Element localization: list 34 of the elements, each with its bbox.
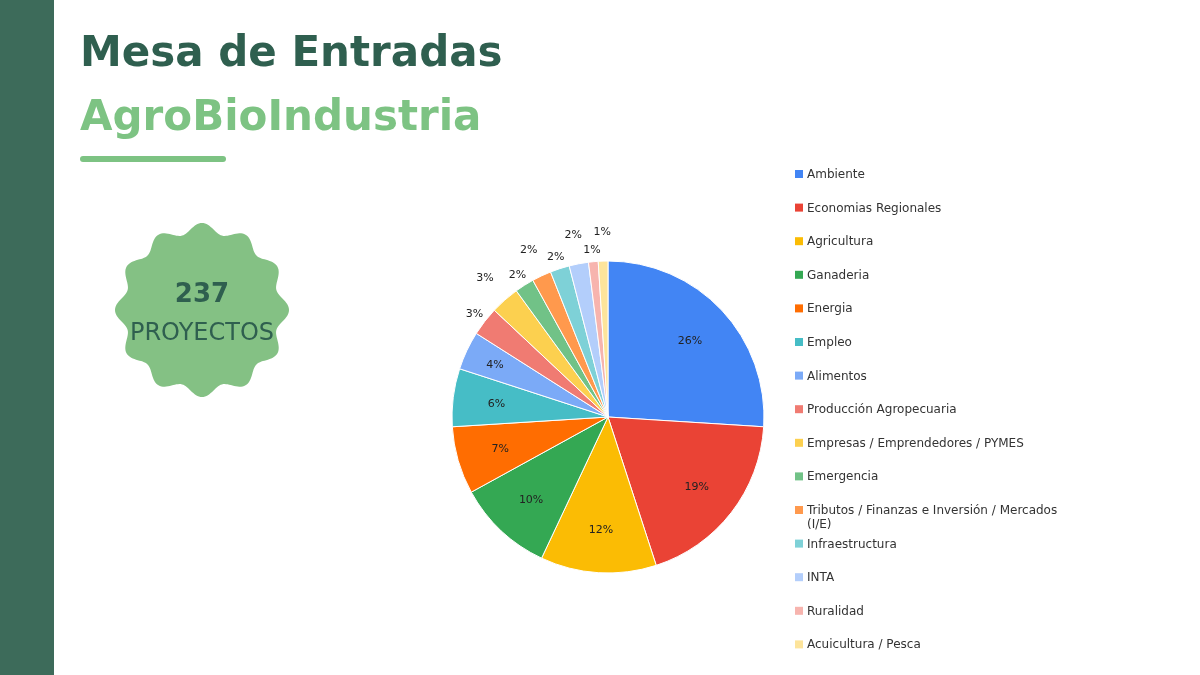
legend-label: INTA xyxy=(807,570,835,585)
legend-label: Ganaderia xyxy=(807,267,870,282)
legend-label: Emergencia xyxy=(807,469,879,484)
legend-label: Energia xyxy=(807,301,853,316)
legend-label: Alimentos xyxy=(807,368,867,383)
legend-label: Empresas / Emprendedores / PYMES xyxy=(807,435,1024,450)
data-label: 19% xyxy=(684,479,709,493)
data-label: 2% xyxy=(564,228,582,242)
data-label: 6% xyxy=(487,396,506,410)
data-label: 2% xyxy=(508,268,527,282)
data-label: 3% xyxy=(465,307,484,321)
legend-label: Agricultura xyxy=(807,234,874,249)
data-label: 3% xyxy=(476,271,494,285)
data-label: 7% xyxy=(491,442,509,456)
legend-label: Tributos / Finanzas e Inversión / Mercados (I/E) xyxy=(806,503,1058,531)
data-label: 1% xyxy=(583,242,601,256)
data-label: 26% xyxy=(677,334,703,348)
legend-label: Ambiente xyxy=(807,167,865,181)
data-label: 2% xyxy=(547,250,565,264)
text: 237 xyxy=(174,278,230,308)
data-label: 12% xyxy=(588,523,614,537)
legend-label: Infraestructura xyxy=(807,536,897,551)
text: PROYECTOS xyxy=(129,318,275,346)
legend-label: Acuicultura / Pesca xyxy=(807,637,921,652)
data-label: 4% xyxy=(486,357,504,371)
chart-subtitle: AgroBioIndustria xyxy=(80,91,482,140)
data-label: 10% xyxy=(518,492,544,506)
legend-label: Economias Regionales xyxy=(807,200,942,215)
chart-title: Mesa de Entradas xyxy=(80,27,503,76)
legend-label: Producción Agropecuaria xyxy=(807,402,957,417)
legend-label: Empleo xyxy=(807,335,852,349)
data-label: 2% xyxy=(520,242,538,256)
legend-label: Ruralidad xyxy=(807,603,864,618)
data-label: 1% xyxy=(593,225,611,239)
